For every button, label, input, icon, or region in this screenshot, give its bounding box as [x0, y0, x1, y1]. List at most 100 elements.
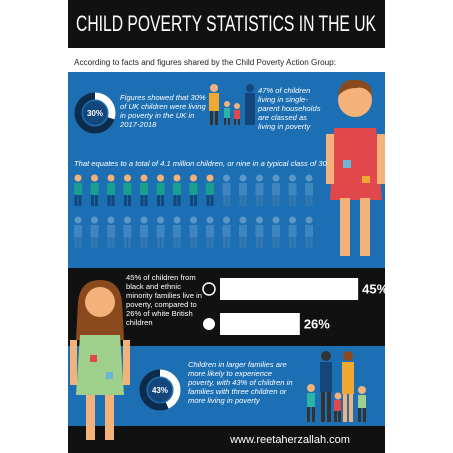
child-icon: [239, 195, 243, 206]
child-icon: [173, 216, 181, 224]
child-icon: [140, 225, 148, 237]
ethnic-text: 45% of children from black and ethnic mi…: [126, 273, 202, 327]
child-icon: [289, 174, 296, 182]
donut-value: [139, 369, 181, 411]
child-icon: [140, 174, 148, 182]
child-icon: [95, 195, 98, 206]
child-icon: [190, 195, 193, 206]
child-icon: [90, 183, 99, 195]
donut-label: 43%: [152, 386, 168, 395]
child-icon: [305, 237, 309, 248]
child-icon: [288, 183, 297, 195]
girl-illustration: [70, 280, 130, 440]
child-icon: [309, 237, 313, 248]
title: CHILD POVERTY STATISTICS IN THE UK: [76, 11, 376, 36]
child-icon: [190, 216, 197, 224]
child-icon: [74, 174, 82, 182]
child-icon: [140, 183, 148, 195]
child-icon: [156, 183, 165, 195]
child-icon: [74, 216, 82, 224]
child-icon: [206, 237, 210, 248]
child-icon: [305, 195, 309, 206]
bar-label: 26%: [304, 316, 330, 331]
bullet: [203, 318, 215, 330]
child-icon: [206, 225, 214, 237]
child-icon: [206, 216, 214, 224]
child-icon: [74, 225, 82, 237]
child-icon: [91, 195, 94, 206]
child-icon: [272, 225, 280, 237]
child-icon: [256, 195, 259, 206]
child-icon: [107, 225, 115, 237]
bar-label: 45%: [362, 281, 388, 296]
child-icon: [157, 195, 160, 206]
child-icon: [107, 237, 111, 248]
child-icon: [91, 216, 98, 224]
child-icon: [272, 216, 280, 224]
child-icon: [74, 237, 78, 248]
single-parent-text: 47% of children living in single-parent …: [258, 86, 321, 131]
child-icon: [223, 216, 230, 224]
child-icon: [111, 237, 115, 248]
child-icon: [227, 195, 230, 206]
child-icon: [272, 237, 276, 248]
child-icon: [293, 237, 296, 248]
bar: [220, 278, 359, 300]
donut-center: [83, 101, 107, 125]
child-icon: [128, 195, 131, 206]
child-icon: [239, 225, 247, 237]
child-icon: [239, 183, 247, 195]
child-icon: [124, 216, 131, 224]
child-icon: [144, 237, 148, 248]
child-icon: [272, 174, 280, 182]
child-icon: [272, 183, 280, 195]
title-band: [68, 0, 385, 48]
child-icon: [140, 216, 148, 224]
footer-band: [68, 426, 385, 453]
child-icon: [107, 174, 115, 182]
child-icon: [272, 195, 276, 206]
child-icon: [189, 183, 198, 195]
bar: [220, 313, 300, 335]
child-icon: [157, 237, 160, 248]
child-icon: [293, 195, 296, 206]
child-icon: [173, 225, 181, 237]
child-icon: [210, 237, 214, 248]
child-icon: [260, 237, 263, 248]
child-icon: [161, 195, 164, 206]
child-icon: [107, 216, 115, 224]
child-icon: [206, 183, 214, 195]
child-icon: [128, 237, 131, 248]
child-icon: [223, 174, 230, 182]
child-icon: [305, 216, 313, 224]
child-icon: [78, 237, 82, 248]
child-icon: [173, 195, 177, 206]
child-icon: [276, 237, 280, 248]
child-icon: [123, 225, 132, 237]
child-icon: [227, 237, 230, 248]
child-icon: [223, 195, 226, 206]
child-icon: [256, 216, 263, 224]
donut-label: 30%: [87, 109, 103, 118]
child-icon: [223, 237, 226, 248]
child-icon: [124, 195, 127, 206]
child-icon: [305, 225, 313, 237]
child-icon: [177, 237, 181, 248]
child-icon: [173, 237, 177, 248]
child-icon: [305, 174, 313, 182]
child-icon: [255, 183, 264, 195]
child-icon: [289, 216, 296, 224]
child-icon: [239, 216, 247, 224]
family-icon: [209, 84, 255, 125]
child-icon: [309, 195, 313, 206]
child-icon: [190, 174, 197, 182]
child-icon: [111, 195, 115, 206]
child-icon: [190, 237, 193, 248]
donut-center: [148, 378, 172, 402]
class-icons: [74, 174, 313, 248]
child-icon: [276, 195, 280, 206]
child-icon: [288, 225, 297, 237]
child-icon: [123, 183, 132, 195]
child-icon: [74, 195, 78, 206]
